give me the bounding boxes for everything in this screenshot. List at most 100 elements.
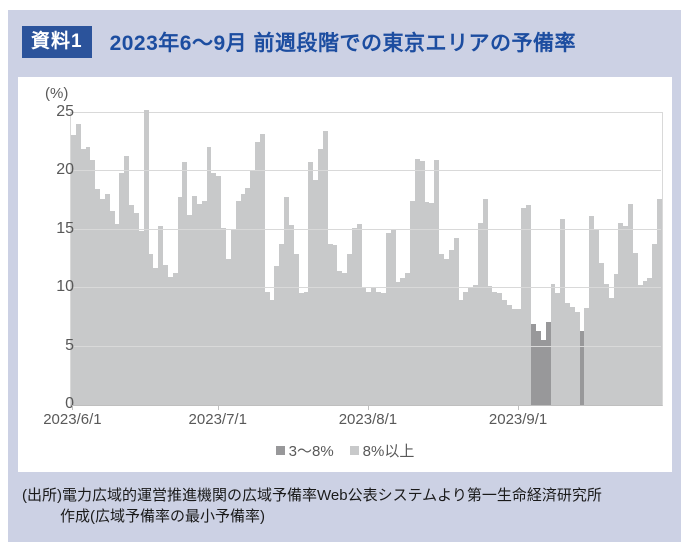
bar-2023/8/10 bbox=[410, 200, 415, 405]
bar-2023/8/14 bbox=[429, 202, 435, 405]
bar-2023/9/10 bbox=[560, 219, 566, 405]
y-tick-label-25: 25 bbox=[56, 103, 74, 120]
bar-2023/6/29 bbox=[206, 146, 212, 405]
bar-2023/7/11 bbox=[264, 291, 270, 405]
bar-2023/7/13 bbox=[274, 266, 280, 405]
bar-2023/8/3 bbox=[376, 291, 381, 405]
y-tick-label-15: 15 bbox=[56, 219, 74, 237]
bar-2023/6/12 bbox=[124, 156, 130, 405]
bar-2023/8/19 bbox=[453, 238, 459, 405]
bar-2023/7/17 bbox=[293, 254, 299, 405]
bar-2023/6/20 bbox=[163, 264, 168, 405]
gridline-15 bbox=[70, 228, 661, 230]
bar-2023/8/20 bbox=[458, 299, 464, 405]
bar-2023/9/29 bbox=[652, 243, 658, 405]
bar-2023/9/12 bbox=[569, 306, 575, 405]
bar-2023/6/22 bbox=[172, 273, 178, 405]
bar-2023/6/17 bbox=[148, 254, 154, 405]
bar-2023/9/20 bbox=[608, 297, 614, 405]
bar-2023/7/16 bbox=[288, 225, 294, 405]
bar-2023/8/28 bbox=[497, 292, 503, 405]
bar-2023/7/5 bbox=[235, 200, 241, 405]
y-tick-label-10: 10 bbox=[56, 278, 74, 296]
legend-label-high: 8%以上 bbox=[362, 443, 415, 460]
chart-panel: (%) 0 5 10 15 20 25 2023/6/1 2023/7/1 2023/8/1 20… bbox=[18, 77, 672, 472]
bar-2023/9/8 bbox=[550, 283, 556, 405]
bar-2023/9/16 bbox=[589, 215, 595, 405]
bar-2023/9/25 bbox=[632, 253, 638, 405]
bar-2023/8/23 bbox=[473, 284, 478, 405]
bar-2023/8/24 bbox=[477, 222, 483, 405]
legend-item-high: 8%以上 bbox=[349, 440, 415, 461]
bar-2023/7/14 bbox=[279, 243, 285, 405]
bar-2023/9/5 bbox=[536, 331, 541, 405]
bar-2023/8/12 bbox=[419, 160, 425, 405]
bar-2023/9/13 bbox=[574, 311, 580, 405]
bar-2023/8/11 bbox=[414, 158, 420, 405]
bar-2023/8/29 bbox=[502, 299, 507, 405]
bar-2023/9/7 bbox=[545, 322, 551, 405]
bar-2023/8/1 bbox=[366, 291, 372, 405]
bar-2023/9/24 bbox=[628, 204, 633, 405]
bar-2023/7/27 bbox=[342, 273, 348, 405]
bar-2023/7/30 bbox=[356, 224, 362, 405]
source-note-line1: (出所)電力広域的運営推進機関の広域予備率Web公表システムより第一生命経済研究… bbox=[22, 487, 602, 504]
bar-2023/9/28 bbox=[647, 277, 653, 405]
bar-2023/6/9 bbox=[109, 211, 115, 405]
bar-2023/6/4 bbox=[85, 146, 91, 405]
bar-2023/9/19 bbox=[603, 283, 609, 405]
x-tick-2023/9/1 bbox=[518, 405, 520, 410]
bar-2023/9/26 bbox=[637, 284, 643, 405]
bar-2023/9/3 bbox=[526, 205, 532, 405]
bar-2023/6/7 bbox=[100, 199, 105, 405]
figure-card: 資料1 2023年6～9月 前週段階での東京エリアの予備率 (%) 0 5 10 15… bbox=[8, 10, 681, 542]
bar-2023/6/21 bbox=[167, 276, 173, 405]
gridline-10 bbox=[70, 287, 661, 289]
bar-2023/8/21 bbox=[463, 291, 469, 405]
x-tick-2023/8/1 bbox=[367, 405, 369, 410]
bar-2023/8/26 bbox=[487, 285, 493, 405]
figure-title: 2023年6～9月 前週段階での東京エリアの予備率 bbox=[109, 32, 576, 55]
bar-2023/6/2 bbox=[75, 123, 81, 405]
bar-2023/7/4 bbox=[230, 228, 236, 405]
bar-2023/7/31 bbox=[361, 288, 367, 405]
bar-2023/6/6 bbox=[95, 188, 101, 405]
gridline-20 bbox=[70, 170, 661, 172]
y-tick-label-0: 0 bbox=[65, 395, 74, 412]
y-axis-unit-label: (%) bbox=[45, 85, 69, 102]
bar-2023/8/6 bbox=[390, 229, 396, 405]
bar-2023/7/12 bbox=[269, 299, 275, 405]
gridline-5 bbox=[70, 345, 661, 347]
bar-2023/9/23 bbox=[623, 226, 629, 405]
figure-header: 資料1 2023年6～9月 前週段階での東京エリアの予備率 bbox=[8, 10, 681, 62]
bar-2023/9/14 bbox=[579, 331, 585, 405]
bar-2023/6/19 bbox=[158, 226, 164, 405]
bar-2023/7/18 bbox=[298, 292, 304, 405]
figure-number-badge: 資料1 bbox=[22, 26, 92, 58]
bar-2023/8/27 bbox=[492, 291, 498, 405]
bar-2023/7/3 bbox=[226, 259, 231, 405]
bar-2023/6/28 bbox=[201, 200, 207, 405]
bar-2023/8/13 bbox=[424, 201, 430, 405]
bar-2023/8/9 bbox=[405, 273, 411, 405]
bar-2023/7/24 bbox=[327, 243, 333, 405]
bar-2023/7/6 bbox=[240, 193, 246, 405]
bar-2023/7/1 bbox=[216, 176, 222, 405]
bar-2023/7/19 bbox=[303, 291, 309, 405]
bar-2023/8/22 bbox=[468, 288, 474, 405]
bar-2023/6/14 bbox=[133, 213, 139, 405]
legend-item-low: 3～8% bbox=[275, 440, 334, 461]
x-tick-2023/7/1 bbox=[217, 405, 219, 410]
bar-2023/8/17 bbox=[443, 259, 449, 405]
bar-2023/9/15 bbox=[584, 308, 590, 405]
bar-2023/7/23 bbox=[322, 130, 328, 405]
bar-2023/6/8 bbox=[104, 193, 110, 405]
x-tick-2023/6/1 bbox=[72, 405, 74, 410]
bar-2023/9/17 bbox=[594, 229, 599, 405]
bar-2023/8/15 bbox=[434, 159, 440, 405]
bar-2023/6/30 bbox=[211, 172, 217, 405]
bar-2023/6/13 bbox=[129, 205, 134, 405]
bar-2023/8/16 bbox=[439, 254, 444, 405]
bar-2023/7/9 bbox=[255, 142, 260, 405]
bar-2023/9/9 bbox=[555, 292, 561, 405]
